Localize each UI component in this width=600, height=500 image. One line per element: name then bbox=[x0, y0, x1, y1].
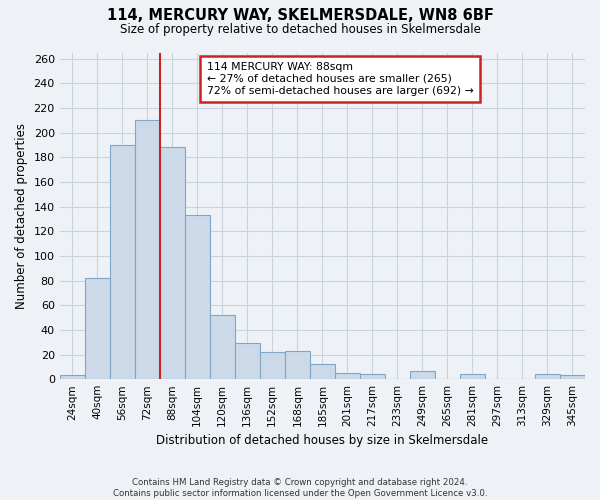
Bar bbox=[360, 374, 385, 379]
Bar bbox=[235, 344, 260, 379]
Bar bbox=[59, 376, 85, 379]
Text: Contains HM Land Registry data © Crown copyright and database right 2024.
Contai: Contains HM Land Registry data © Crown c… bbox=[113, 478, 487, 498]
Bar bbox=[410, 370, 435, 379]
Y-axis label: Number of detached properties: Number of detached properties bbox=[15, 123, 28, 309]
Bar bbox=[460, 374, 485, 379]
Text: 114 MERCURY WAY: 88sqm
← 27% of detached houses are smaller (265)
72% of semi-de: 114 MERCURY WAY: 88sqm ← 27% of detached… bbox=[207, 62, 473, 96]
Bar bbox=[310, 364, 335, 379]
Bar bbox=[260, 352, 285, 379]
Bar bbox=[285, 351, 310, 379]
Bar bbox=[560, 376, 585, 379]
Bar bbox=[535, 374, 560, 379]
Text: 114, MERCURY WAY, SKELMERSDALE, WN8 6BF: 114, MERCURY WAY, SKELMERSDALE, WN8 6BF bbox=[107, 8, 493, 22]
Bar bbox=[135, 120, 160, 379]
Bar bbox=[110, 145, 135, 379]
Bar bbox=[210, 315, 235, 379]
Bar bbox=[185, 215, 210, 379]
Bar bbox=[335, 373, 360, 379]
X-axis label: Distribution of detached houses by size in Skelmersdale: Distribution of detached houses by size … bbox=[156, 434, 488, 448]
Bar bbox=[85, 278, 110, 379]
Text: Size of property relative to detached houses in Skelmersdale: Size of property relative to detached ho… bbox=[119, 22, 481, 36]
Bar bbox=[160, 148, 185, 379]
